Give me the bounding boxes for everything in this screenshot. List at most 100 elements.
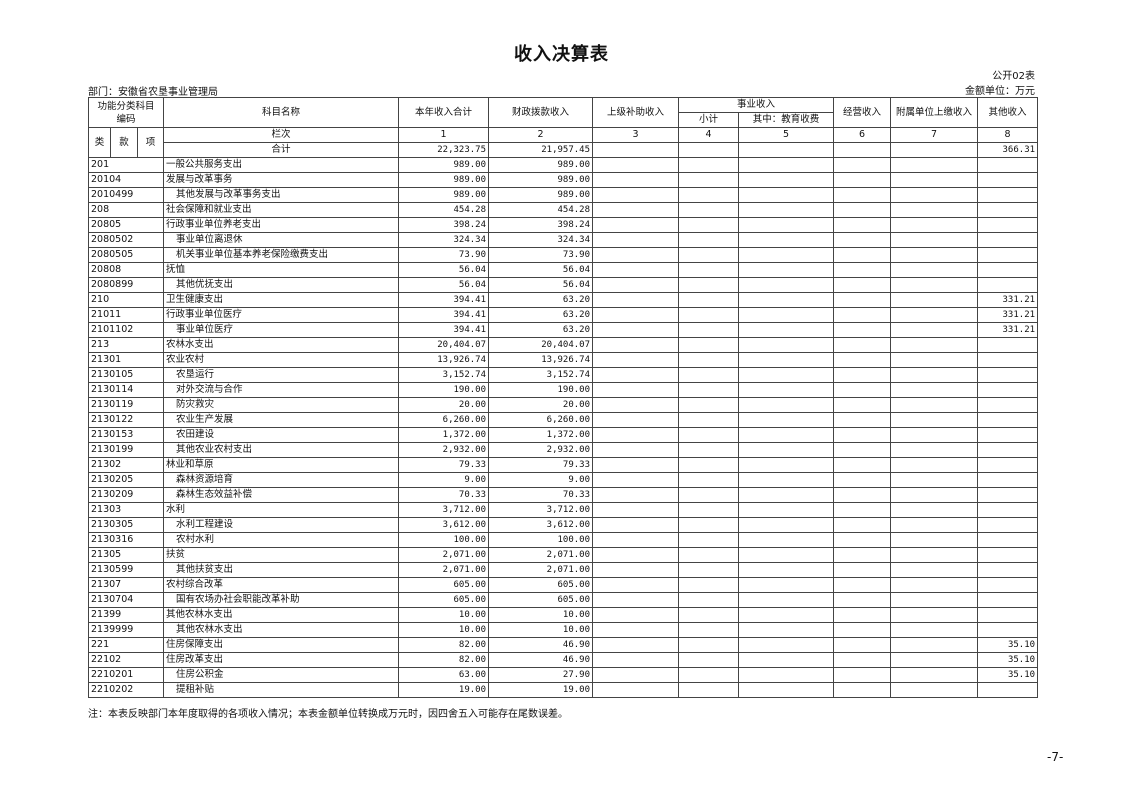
empty-cell <box>738 292 835 308</box>
col-number: 5 <box>738 127 835 143</box>
empty-cell <box>738 397 835 413</box>
table-row: 2210201 住房公积金 63.00 27.90 35.10 <box>87 667 1039 683</box>
row-name: 林业和草原 <box>163 457 400 473</box>
header-name: 科目名称 <box>163 97 400 128</box>
empty-cell <box>592 322 680 338</box>
empty-cell <box>678 427 740 443</box>
row-other <box>977 472 1039 488</box>
empty-cell <box>592 262 680 278</box>
table-row: 20104 发展与改革事务 989.00 989.00 <box>87 172 1039 188</box>
empty-cell <box>890 412 979 428</box>
empty-cell <box>678 487 740 503</box>
empty-cell <box>592 517 680 533</box>
row-total: 56.04 <box>398 262 490 278</box>
row-name: 社会保障和就业支出 <box>163 202 400 218</box>
header-kuan: 款 <box>110 127 138 158</box>
row-fiscal: 79.33 <box>488 457 594 473</box>
row-total: 10.00 <box>398 607 490 623</box>
column-no-label: 栏次 <box>163 127 400 143</box>
row-other <box>977 457 1039 473</box>
empty-cell <box>833 277 892 293</box>
empty-cell <box>890 457 979 473</box>
row-fiscal: 56.04 <box>488 277 594 293</box>
row-other <box>977 187 1039 203</box>
empty-cell <box>833 547 892 563</box>
row-name: 其他发展与改革事务支出 <box>163 187 400 203</box>
empty-cell <box>833 517 892 533</box>
empty-cell <box>738 457 835 473</box>
row-code: 21305 <box>87 547 165 563</box>
row-code: 21307 <box>87 577 165 593</box>
row-name: 住房公积金 <box>163 667 400 683</box>
row-total: 394.41 <box>398 322 490 338</box>
row-code: 2080899 <box>87 277 165 293</box>
row-name: 农村综合改革 <box>163 577 400 593</box>
empty-cell <box>678 622 740 638</box>
row-total: 605.00 <box>398 592 490 608</box>
table-row: 21399 其他农林水支出 10.00 10.00 <box>87 607 1039 623</box>
row-other: 35.10 <box>977 667 1039 683</box>
empty-cell <box>833 382 892 398</box>
col-number: 7 <box>890 127 979 143</box>
row-code: 2130704 <box>87 592 165 608</box>
row-name: 机关事业单位基本养老保险缴费支出 <box>163 247 400 263</box>
row-total: 989.00 <box>398 172 490 188</box>
row-name: 抚恤 <box>163 262 400 278</box>
row-name: 住房保障支出 <box>163 637 400 653</box>
row-code: 2130599 <box>87 562 165 578</box>
row-name: 森林资源培育 <box>163 472 400 488</box>
row-other <box>977 382 1039 398</box>
row-name: 农业生产发展 <box>163 412 400 428</box>
empty-cell <box>833 322 892 338</box>
table-row: 2130305 水利工程建设 3,612.00 3,612.00 <box>87 517 1039 533</box>
empty-cell <box>833 442 892 458</box>
empty-cell <box>833 352 892 368</box>
row-name: 森林生态效益补偿 <box>163 487 400 503</box>
table-row: 2130153 农田建设 1,372.00 1,372.00 <box>87 427 1039 443</box>
empty-cell <box>738 322 835 338</box>
row-other <box>977 202 1039 218</box>
row-fiscal: 56.04 <box>488 262 594 278</box>
empty-cell <box>833 457 892 473</box>
row-total: 20.00 <box>398 397 490 413</box>
empty-cell <box>890 502 979 518</box>
row-code: 210 <box>87 292 165 308</box>
empty-cell <box>833 487 892 503</box>
empty-cell <box>678 307 740 323</box>
empty-cell <box>738 607 835 623</box>
unit-label: 金额单位：万元 <box>965 86 1035 97</box>
row-total: 3,712.00 <box>398 502 490 518</box>
empty-cell <box>592 397 680 413</box>
row-code: 2080502 <box>87 232 165 248</box>
row-total: 394.41 <box>398 292 490 308</box>
row-other <box>977 622 1039 638</box>
table-row: 210 卫生健康支出 394.41 63.20 331.21 <box>87 292 1039 308</box>
empty-cell <box>833 427 892 443</box>
empty-cell <box>592 412 680 428</box>
page-title: 收入决算表 <box>514 44 609 65</box>
row-code: 21011 <box>87 307 165 323</box>
empty-cell <box>890 142 979 158</box>
empty-cell <box>890 262 979 278</box>
table-row: 2130199 其他农业农村支出 2,932.00 2,932.00 <box>87 442 1039 458</box>
empty-cell <box>678 142 740 158</box>
empty-cell <box>678 412 740 428</box>
empty-cell <box>890 667 979 683</box>
table-row: 2130599 其他扶贫支出 2,071.00 2,071.00 <box>87 562 1039 578</box>
row-code: 21399 <box>87 607 165 623</box>
row-name: 发展与改革事务 <box>163 172 400 188</box>
empty-cell <box>738 592 835 608</box>
table-row: 2130209 森林生态效益补偿 70.33 70.33 <box>87 487 1039 503</box>
col-number: 3 <box>592 127 680 143</box>
row-code: 2130122 <box>87 412 165 428</box>
empty-cell <box>738 352 835 368</box>
empty-cell <box>678 322 740 338</box>
department-label: 部门：安徽省农垦事业管理局 <box>88 87 218 98</box>
row-total: 1,372.00 <box>398 427 490 443</box>
empty-cell <box>592 502 680 518</box>
row-fiscal: 63.20 <box>488 292 594 308</box>
empty-cell <box>678 172 740 188</box>
empty-cell <box>890 577 979 593</box>
empty-cell <box>890 562 979 578</box>
empty-cell <box>592 562 680 578</box>
